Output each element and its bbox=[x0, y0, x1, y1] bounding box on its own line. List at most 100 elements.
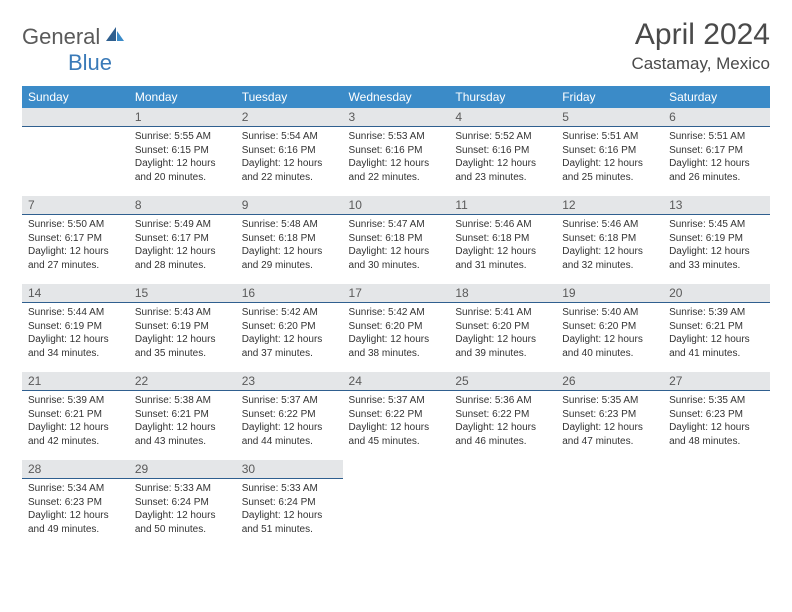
calendar-cell: 21Sunrise: 5:39 AMSunset: 6:21 PMDayligh… bbox=[22, 372, 129, 460]
logo-text-general: General bbox=[22, 24, 100, 50]
calendar-cell: 3Sunrise: 5:53 AMSunset: 6:16 PMDaylight… bbox=[343, 108, 450, 196]
day-details: Sunrise: 5:50 AMSunset: 6:17 PMDaylight:… bbox=[22, 215, 129, 276]
weekday-header: Saturday bbox=[663, 86, 770, 108]
day-details: Sunrise: 5:38 AMSunset: 6:21 PMDaylight:… bbox=[129, 391, 236, 452]
calendar-cell: 15Sunrise: 5:43 AMSunset: 6:19 PMDayligh… bbox=[129, 284, 236, 372]
day-details: Sunrise: 5:39 AMSunset: 6:21 PMDaylight:… bbox=[22, 391, 129, 452]
day-number: 27 bbox=[663, 372, 770, 391]
calendar-cell bbox=[663, 460, 770, 548]
day-number: 10 bbox=[343, 196, 450, 215]
day-details: Sunrise: 5:34 AMSunset: 6:23 PMDaylight:… bbox=[22, 479, 129, 540]
location-label: Castamay, Mexico bbox=[631, 54, 770, 74]
day-number: 21 bbox=[22, 372, 129, 391]
day-details: Sunrise: 5:44 AMSunset: 6:19 PMDaylight:… bbox=[22, 303, 129, 364]
calendar-cell: 27Sunrise: 5:35 AMSunset: 6:23 PMDayligh… bbox=[663, 372, 770, 460]
day-number: 7 bbox=[22, 196, 129, 215]
calendar-cell: 22Sunrise: 5:38 AMSunset: 6:21 PMDayligh… bbox=[129, 372, 236, 460]
day-details: Sunrise: 5:55 AMSunset: 6:15 PMDaylight:… bbox=[129, 127, 236, 188]
calendar-cell: 18Sunrise: 5:41 AMSunset: 6:20 PMDayligh… bbox=[449, 284, 556, 372]
day-details: Sunrise: 5:54 AMSunset: 6:16 PMDaylight:… bbox=[236, 127, 343, 188]
day-number: 1 bbox=[129, 108, 236, 127]
day-details: Sunrise: 5:35 AMSunset: 6:23 PMDaylight:… bbox=[663, 391, 770, 452]
calendar-cell: 9Sunrise: 5:48 AMSunset: 6:18 PMDaylight… bbox=[236, 196, 343, 284]
day-details: Sunrise: 5:40 AMSunset: 6:20 PMDaylight:… bbox=[556, 303, 663, 364]
calendar-cell: 28Sunrise: 5:34 AMSunset: 6:23 PMDayligh… bbox=[22, 460, 129, 548]
calendar-cell: 20Sunrise: 5:39 AMSunset: 6:21 PMDayligh… bbox=[663, 284, 770, 372]
day-number: 25 bbox=[449, 372, 556, 391]
day-details: Sunrise: 5:41 AMSunset: 6:20 PMDaylight:… bbox=[449, 303, 556, 364]
calendar-cell bbox=[22, 108, 129, 196]
calendar-cell: 10Sunrise: 5:47 AMSunset: 6:18 PMDayligh… bbox=[343, 196, 450, 284]
day-number: 15 bbox=[129, 284, 236, 303]
day-number: 22 bbox=[129, 372, 236, 391]
day-details: Sunrise: 5:51 AMSunset: 6:16 PMDaylight:… bbox=[556, 127, 663, 188]
calendar-cell: 19Sunrise: 5:40 AMSunset: 6:20 PMDayligh… bbox=[556, 284, 663, 372]
calendar-cell: 26Sunrise: 5:35 AMSunset: 6:23 PMDayligh… bbox=[556, 372, 663, 460]
calendar-row: 7Sunrise: 5:50 AMSunset: 6:17 PMDaylight… bbox=[22, 196, 770, 284]
day-details: Sunrise: 5:49 AMSunset: 6:17 PMDaylight:… bbox=[129, 215, 236, 276]
calendar-row: 14Sunrise: 5:44 AMSunset: 6:19 PMDayligh… bbox=[22, 284, 770, 372]
calendar-row: 21Sunrise: 5:39 AMSunset: 6:21 PMDayligh… bbox=[22, 372, 770, 460]
day-number: 11 bbox=[449, 196, 556, 215]
title-block: April 2024 Castamay, Mexico bbox=[631, 18, 770, 74]
calendar-cell: 1Sunrise: 5:55 AMSunset: 6:15 PMDaylight… bbox=[129, 108, 236, 196]
day-number: 19 bbox=[556, 284, 663, 303]
weekday-header: Friday bbox=[556, 86, 663, 108]
day-details: Sunrise: 5:43 AMSunset: 6:19 PMDaylight:… bbox=[129, 303, 236, 364]
day-number: 6 bbox=[663, 108, 770, 127]
day-details: Sunrise: 5:53 AMSunset: 6:16 PMDaylight:… bbox=[343, 127, 450, 188]
logo-text-blue: Blue bbox=[68, 50, 112, 75]
calendar-row: 1Sunrise: 5:55 AMSunset: 6:15 PMDaylight… bbox=[22, 108, 770, 196]
calendar-cell bbox=[343, 460, 450, 548]
day-number: 24 bbox=[343, 372, 450, 391]
day-number: 9 bbox=[236, 196, 343, 215]
day-details: Sunrise: 5:51 AMSunset: 6:17 PMDaylight:… bbox=[663, 127, 770, 188]
day-number: 30 bbox=[236, 460, 343, 479]
calendar-cell: 5Sunrise: 5:51 AMSunset: 6:16 PMDaylight… bbox=[556, 108, 663, 196]
day-details: Sunrise: 5:42 AMSunset: 6:20 PMDaylight:… bbox=[343, 303, 450, 364]
calendar-cell: 29Sunrise: 5:33 AMSunset: 6:24 PMDayligh… bbox=[129, 460, 236, 548]
calendar-body: 1Sunrise: 5:55 AMSunset: 6:15 PMDaylight… bbox=[22, 108, 770, 548]
month-title: April 2024 bbox=[631, 18, 770, 52]
calendar-cell: 24Sunrise: 5:37 AMSunset: 6:22 PMDayligh… bbox=[343, 372, 450, 460]
day-number: 16 bbox=[236, 284, 343, 303]
day-number: 28 bbox=[22, 460, 129, 479]
weekday-header: Sunday bbox=[22, 86, 129, 108]
calendar-cell: 30Sunrise: 5:33 AMSunset: 6:24 PMDayligh… bbox=[236, 460, 343, 548]
day-details: Sunrise: 5:33 AMSunset: 6:24 PMDaylight:… bbox=[129, 479, 236, 540]
day-number: 2 bbox=[236, 108, 343, 127]
calendar-cell: 25Sunrise: 5:36 AMSunset: 6:22 PMDayligh… bbox=[449, 372, 556, 460]
logo-sail-icon bbox=[104, 25, 126, 48]
weekday-header: Tuesday bbox=[236, 86, 343, 108]
day-details: Sunrise: 5:35 AMSunset: 6:23 PMDaylight:… bbox=[556, 391, 663, 452]
day-number: 20 bbox=[663, 284, 770, 303]
day-details: Sunrise: 5:48 AMSunset: 6:18 PMDaylight:… bbox=[236, 215, 343, 276]
day-details: Sunrise: 5:36 AMSunset: 6:22 PMDaylight:… bbox=[449, 391, 556, 452]
day-details: Sunrise: 5:37 AMSunset: 6:22 PMDaylight:… bbox=[343, 391, 450, 452]
weekday-header: Wednesday bbox=[343, 86, 450, 108]
day-details: Sunrise: 5:46 AMSunset: 6:18 PMDaylight:… bbox=[556, 215, 663, 276]
calendar-cell: 13Sunrise: 5:45 AMSunset: 6:19 PMDayligh… bbox=[663, 196, 770, 284]
calendar-cell: 14Sunrise: 5:44 AMSunset: 6:19 PMDayligh… bbox=[22, 284, 129, 372]
calendar-cell: 7Sunrise: 5:50 AMSunset: 6:17 PMDaylight… bbox=[22, 196, 129, 284]
calendar-table: SundayMondayTuesdayWednesdayThursdayFrid… bbox=[22, 86, 770, 548]
day-details: Sunrise: 5:52 AMSunset: 6:16 PMDaylight:… bbox=[449, 127, 556, 188]
day-details: Sunrise: 5:39 AMSunset: 6:21 PMDaylight:… bbox=[663, 303, 770, 364]
day-details: Sunrise: 5:37 AMSunset: 6:22 PMDaylight:… bbox=[236, 391, 343, 452]
calendar-cell: 11Sunrise: 5:46 AMSunset: 6:18 PMDayligh… bbox=[449, 196, 556, 284]
day-number: 14 bbox=[22, 284, 129, 303]
calendar-cell: 4Sunrise: 5:52 AMSunset: 6:16 PMDaylight… bbox=[449, 108, 556, 196]
weekday-header-row: SundayMondayTuesdayWednesdayThursdayFrid… bbox=[22, 86, 770, 108]
day-details: Sunrise: 5:33 AMSunset: 6:24 PMDaylight:… bbox=[236, 479, 343, 540]
day-number: 12 bbox=[556, 196, 663, 215]
day-details: Sunrise: 5:46 AMSunset: 6:18 PMDaylight:… bbox=[449, 215, 556, 276]
day-number: 23 bbox=[236, 372, 343, 391]
weekday-header: Monday bbox=[129, 86, 236, 108]
day-number: 18 bbox=[449, 284, 556, 303]
day-number: 5 bbox=[556, 108, 663, 127]
calendar-cell bbox=[449, 460, 556, 548]
day-details: Sunrise: 5:42 AMSunset: 6:20 PMDaylight:… bbox=[236, 303, 343, 364]
day-number: 4 bbox=[449, 108, 556, 127]
day-number: 8 bbox=[129, 196, 236, 215]
calendar-cell: 2Sunrise: 5:54 AMSunset: 6:16 PMDaylight… bbox=[236, 108, 343, 196]
